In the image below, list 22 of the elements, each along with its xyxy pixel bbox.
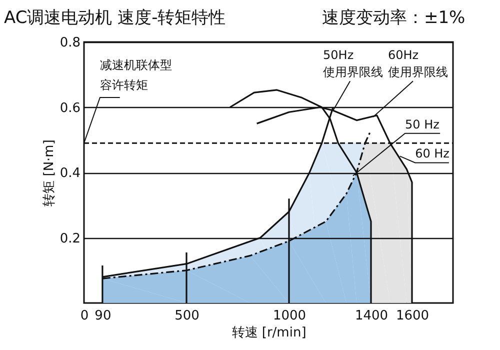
x-tick-label: 1600 bbox=[396, 308, 430, 324]
annotation: 50 Hz bbox=[405, 117, 440, 132]
y-tick-label: 0.4 bbox=[60, 166, 80, 181]
x-axis-title: 转速 [r/min] bbox=[232, 326, 306, 340]
annotation: 60 Hz bbox=[415, 146, 450, 161]
x-tick-label: 1000 bbox=[272, 308, 306, 324]
annotation: 使用界限线 bbox=[388, 65, 448, 80]
chart-title: AC调速电动机 速度-转矩特性 bbox=[4, 8, 226, 28]
y-tick-label: 0.2 bbox=[60, 231, 80, 246]
chart-subtitle: 速度变动率：±1% bbox=[322, 8, 466, 28]
annotation: 50Hz bbox=[323, 48, 354, 62]
annotation: 容许转矩 bbox=[100, 78, 148, 92]
annotation: 减速机联体型 bbox=[100, 58, 172, 72]
y-tick-label: 0.8 bbox=[60, 36, 80, 50]
x-tick-label: 500 bbox=[174, 308, 200, 324]
x-tick-label: 1400 bbox=[354, 308, 388, 324]
y-axis-title: 转矩 [N·m] bbox=[42, 140, 57, 206]
annotation: 使用界限线 bbox=[323, 65, 384, 80]
x-tick-label: 90 bbox=[94, 308, 112, 324]
y-tick-label: 0.6 bbox=[60, 100, 80, 116]
annotation: 60Hz bbox=[388, 48, 419, 62]
x-tick-label: 0 bbox=[80, 308, 89, 324]
